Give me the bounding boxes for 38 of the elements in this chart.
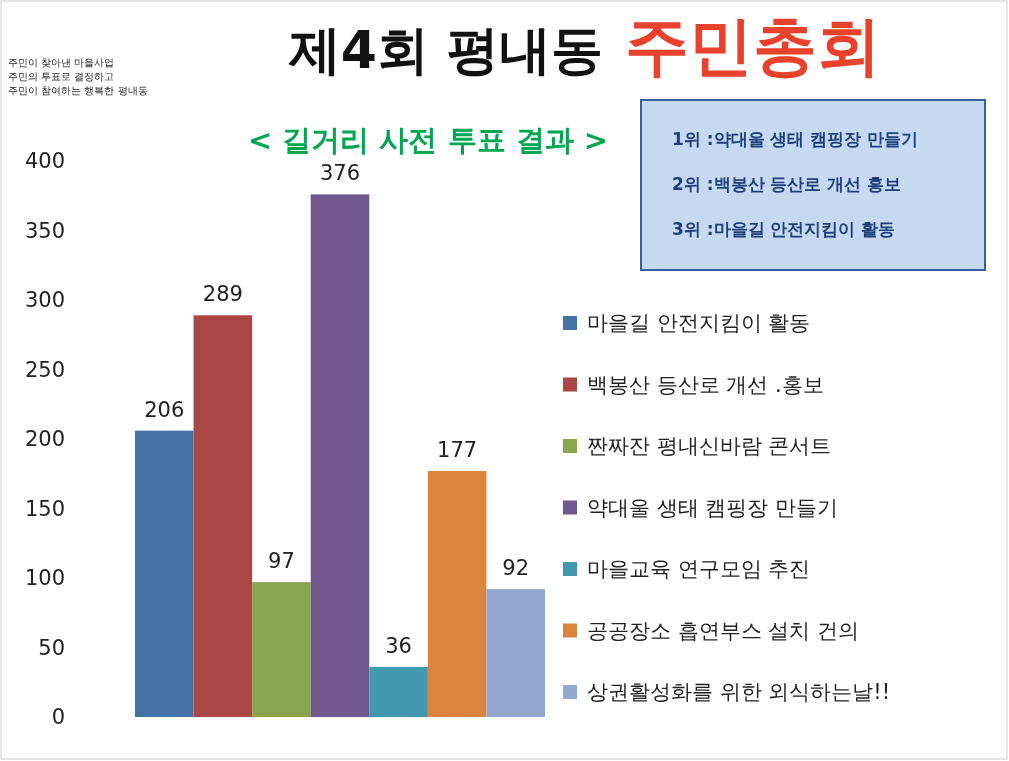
bar — [310, 194, 370, 717]
legend-label: 마을길 안전지킴이 활동 — [587, 311, 811, 336]
data-label: 92 — [502, 556, 530, 581]
bar — [486, 589, 545, 717]
bar — [193, 315, 253, 717]
y-tick-label: 350 — [24, 218, 65, 243]
legend-label: 짠짜잔 평내신바람 콘서트 — [587, 434, 832, 459]
y-tick-label: 150 — [24, 496, 65, 521]
text: 2위 :백봉산 등산로 개선 홍보 — [672, 174, 902, 194]
y-tick-label: 250 — [24, 357, 65, 382]
bar — [135, 430, 194, 717]
bar — [252, 582, 311, 717]
y-tick-label: 400 — [24, 149, 65, 174]
text: 3위 :마을길 안전지킴이 활동 — [672, 219, 896, 239]
legend-label: 공공장소 흡연부스 설치 건의 — [587, 618, 860, 643]
text: 주민의 투표로 결정하고 — [8, 71, 115, 82]
y-tick-label: 100 — [24, 566, 65, 591]
y-tick-label: 300 — [24, 288, 65, 313]
data-label: 97 — [268, 549, 295, 574]
text: 주민이 참여하는 행복한 평내동 — [8, 85, 148, 96]
legend-label: 약대울 생태 캠핑장 만들기 — [587, 495, 839, 520]
data-label: 177 — [437, 437, 478, 462]
text: 1위 :약대울 생태 캠핑장 만들기 — [672, 129, 919, 149]
chart-subtitle: < 길거리 사전 투표 결과 > — [247, 123, 609, 157]
y-tick-label: 200 — [24, 427, 65, 452]
data-label: 376 — [319, 161, 361, 186]
data-label: 206 — [144, 397, 185, 422]
data-label: 289 — [202, 282, 243, 307]
y-tick-label: 50 — [38, 635, 65, 660]
y-tick-label: 0 — [51, 705, 65, 730]
legend-label: 백봉산 등산로 개선 .홍보 — [587, 372, 824, 397]
legend-label: 마을교육 연구모임 추진 — [587, 557, 811, 582]
bar — [427, 470, 487, 717]
data-label: 36 — [385, 633, 412, 658]
legend-label: 상권활성화를 위한 외식하는날!! — [587, 680, 891, 705]
text: 주민이 찾아낸 마을사업 — [8, 57, 115, 68]
chart-title: 제4회 평내동 주민총회 — [287, 9, 882, 83]
bar — [369, 666, 428, 717]
